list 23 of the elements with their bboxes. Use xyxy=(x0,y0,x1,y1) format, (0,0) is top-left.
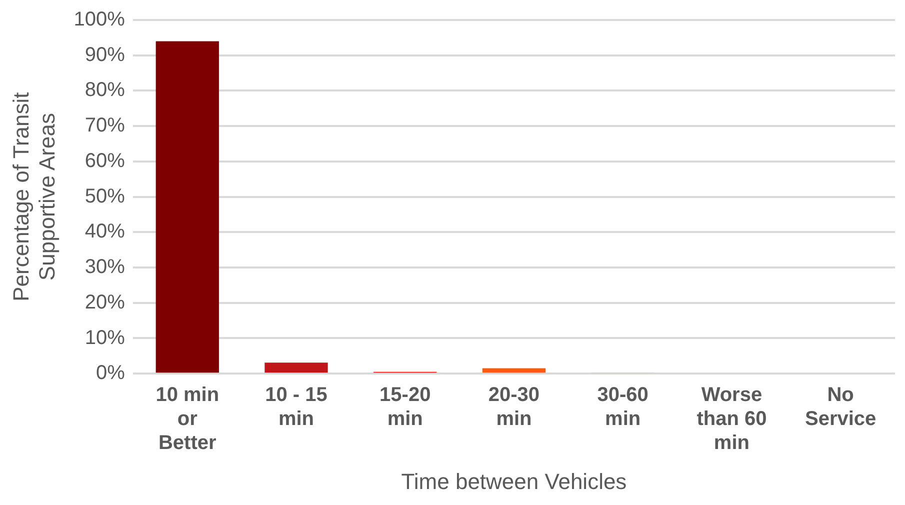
x-tick-label: Worse than 60 min xyxy=(696,384,767,454)
y-tick-label: 20% xyxy=(84,291,126,314)
bar xyxy=(264,362,328,373)
bar xyxy=(482,368,546,373)
x-tick-label: 30-60 min xyxy=(597,384,648,430)
y-tick-label: 80% xyxy=(84,79,126,102)
x-tick-label: 10 - 15 min xyxy=(265,384,328,430)
y-tick-label: 10% xyxy=(84,326,126,349)
x-axis-title: Time between Vehicles xyxy=(401,468,627,494)
x-tick-label: 20-30 min xyxy=(488,384,540,430)
x-tick-label: 10 min or Better xyxy=(156,384,220,454)
y-tick-label: 90% xyxy=(84,44,126,66)
bar xyxy=(156,41,219,373)
y-tick-label: 70% xyxy=(84,114,126,137)
y-tick-label: 0% xyxy=(96,362,126,384)
y-tick-label: 100% xyxy=(74,8,126,31)
y-tick-label: 60% xyxy=(84,150,126,172)
y-axis-title: Percentage of Transit Supportive Areas xyxy=(8,92,60,302)
y-tick-label: 50% xyxy=(84,185,126,208)
x-tick-label: 15-20 min xyxy=(380,384,431,430)
y-tick-label: 40% xyxy=(84,220,126,243)
x-tick-label: No Service xyxy=(804,384,876,430)
y-tick-label: 30% xyxy=(84,256,126,278)
